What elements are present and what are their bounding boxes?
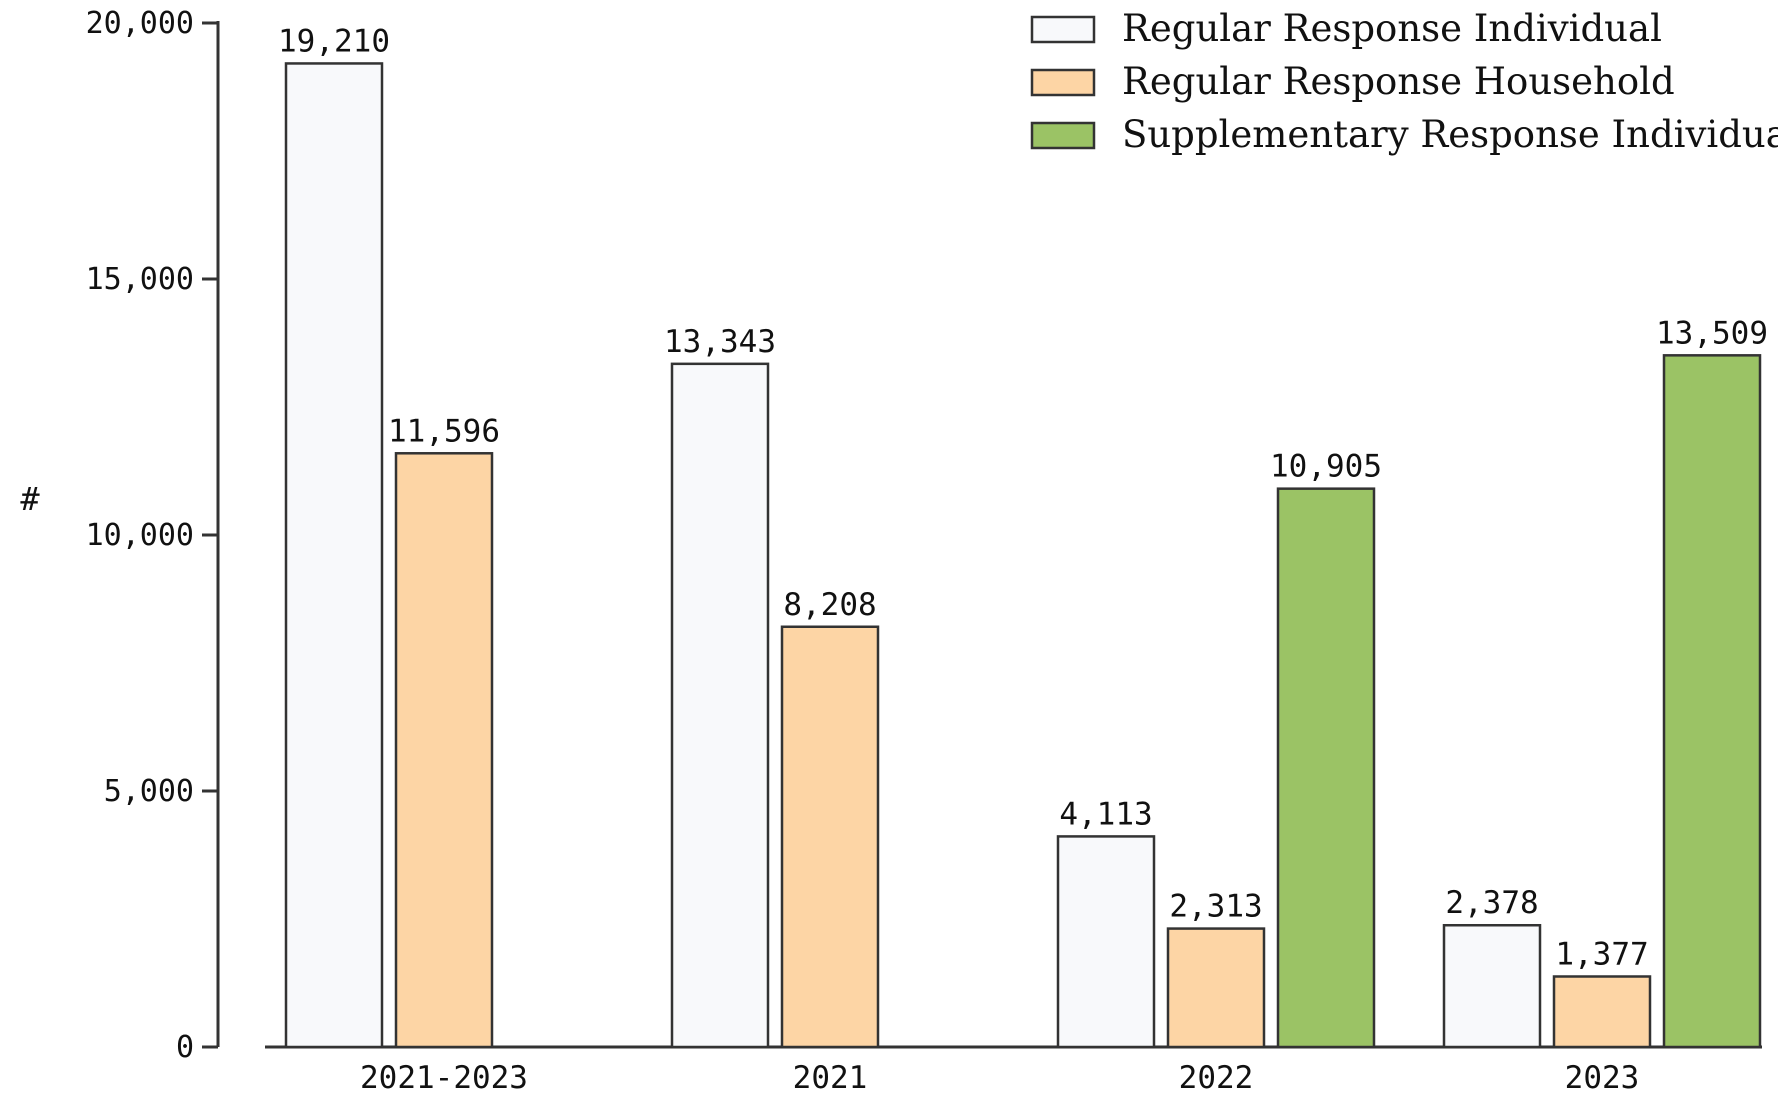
bar-value-label: 2,313 [1169,889,1262,925]
legend-swatch [1030,68,1096,97]
y-axis: 0 5,000 10,000 15,000 20,000 [86,6,220,1065]
bar [284,62,384,1049]
y-tick-label: 10,000 [86,518,194,553]
bar-value-label: 8,208 [783,587,876,623]
bar [780,625,880,1049]
bar-value-label: 2,378 [1445,885,1538,921]
y-tick-label: 0 [176,1030,194,1065]
bar-value-label: 11,596 [388,413,500,449]
bar [670,362,770,1049]
bar [1276,487,1376,1049]
bar [394,452,494,1049]
x-tick-label: 2021-2023 [360,1060,528,1095]
x-tick-label: 2022 [1179,1060,1254,1095]
bar-value-label: 19,210 [278,23,390,59]
x-axis: 2021-2023 2021 2022 2023 [265,1045,1762,1095]
bar [1166,927,1266,1049]
y-tick-label: 5,000 [104,774,194,809]
bar [1056,835,1156,1049]
x-tick-label: 2023 [1565,1060,1640,1095]
legend: Regular Response Individual Regular Respo… [1030,7,1778,156]
legend-label: Regular Response Household [1122,60,1675,103]
bars: 19,210 11,596 13,343 8,208 4,113 2,313 10,905 2… [278,23,1768,1049]
bar-value-label: 13,343 [664,324,776,360]
bar [1442,923,1542,1049]
bar-value-label: 1,377 [1555,936,1648,972]
y-axis-label: # [20,480,40,518]
bar-value-label: 10,905 [1270,449,1382,485]
bar [1552,975,1652,1049]
bar-value-label: 13,509 [1656,315,1768,351]
bar [1662,354,1762,1049]
y-tick-label: 15,000 [86,262,194,297]
bar-value-label: 4,113 [1059,796,1152,832]
y-tick-label: 20,000 [86,6,194,41]
legend-label: Regular Response Individual [1122,7,1662,50]
legend-swatch [1030,121,1096,150]
x-tick-label: 2021 [793,1060,868,1095]
legend-swatch [1030,15,1096,44]
legend-label: Supplementary Response Individual [1122,113,1778,156]
